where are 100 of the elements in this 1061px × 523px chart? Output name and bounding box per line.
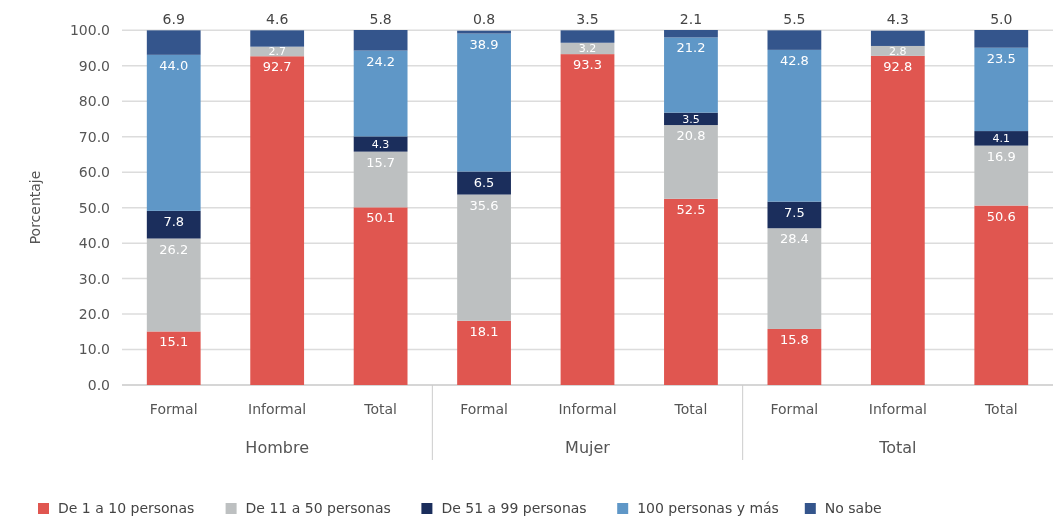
data-label: 93.3 xyxy=(573,57,602,73)
text: Total xyxy=(878,438,917,457)
bar xyxy=(767,228,822,329)
data-label: 4.3 xyxy=(886,11,909,27)
data-label: 4.6 xyxy=(266,11,289,27)
bar xyxy=(457,194,511,321)
legend-label: 100 personas y más xyxy=(637,500,779,516)
data-label: 26.2 xyxy=(159,241,189,257)
data-label: 92.8 xyxy=(883,58,913,74)
bar xyxy=(457,30,511,34)
data-label: 15.8 xyxy=(779,331,809,347)
data-label: 6.9 xyxy=(162,11,185,27)
bar xyxy=(664,37,718,113)
y-tick-label: 30.0 xyxy=(78,270,110,287)
bar xyxy=(353,151,408,208)
data-label: 20.8 xyxy=(676,128,706,144)
legend-label: No sabe xyxy=(824,500,882,516)
bar xyxy=(560,54,615,385)
data-label: 18.1 xyxy=(469,323,499,339)
bar xyxy=(767,201,822,229)
y-tick-label: 50.0 xyxy=(78,199,110,216)
bar xyxy=(353,207,408,385)
data-label: 5.0 xyxy=(990,11,1013,27)
bar xyxy=(974,145,1029,206)
y-tick-label: 90.0 xyxy=(78,57,110,74)
bar xyxy=(457,33,511,172)
data-label: 42.8 xyxy=(779,52,809,68)
bar xyxy=(664,198,718,385)
legend-label: De 51 a 99 personas xyxy=(441,500,587,516)
y-tick-label: 40.0 xyxy=(78,235,110,252)
data-label: 28.4 xyxy=(779,231,809,247)
bar xyxy=(974,30,1029,48)
legend-label: De 11 a 50 personas xyxy=(245,500,391,516)
data-label: 4.3 xyxy=(371,137,390,151)
y-axis-title: Porcentaje xyxy=(27,170,43,245)
data-label: 15.7 xyxy=(366,154,396,170)
data-label: 0.8 xyxy=(472,11,496,27)
data-label: 52.5 xyxy=(676,201,706,217)
x-tick-label: Informal xyxy=(558,401,617,417)
y-tick-label: 70.0 xyxy=(78,128,110,145)
x-tick-label: Informal xyxy=(868,401,927,417)
y-tick-label: 0.0 xyxy=(87,376,110,393)
bar xyxy=(457,320,511,385)
data-label: 50.6 xyxy=(986,208,1016,224)
data-label: 3.5 xyxy=(682,112,700,126)
y-tick-label: 20.0 xyxy=(78,305,110,322)
data-label: 3.2 xyxy=(578,42,597,56)
data-label: 2.1 xyxy=(679,11,703,27)
data-label: 50.1 xyxy=(366,210,396,226)
bar xyxy=(250,30,305,47)
data-label: 7.8 xyxy=(163,213,185,229)
data-label: 44.0 xyxy=(159,57,189,73)
x-tick-label: Formal xyxy=(149,401,198,417)
bar xyxy=(353,136,408,152)
data-label: 4.1 xyxy=(992,132,1011,146)
bar xyxy=(146,210,201,239)
data-label: 2.8 xyxy=(889,44,907,58)
y-tick-label: 80.0 xyxy=(78,93,110,110)
bar xyxy=(353,30,408,51)
data-label: 7.5 xyxy=(784,204,805,220)
bar xyxy=(146,30,201,55)
data-label: 23.5 xyxy=(986,50,1016,66)
text: Hombre xyxy=(245,438,309,457)
data-label: 38.9 xyxy=(469,36,499,52)
data-label: 5.5 xyxy=(783,11,806,27)
y-tick-label: 100.0 xyxy=(69,22,110,39)
data-label: 6.5 xyxy=(473,174,495,190)
bar xyxy=(146,331,201,385)
bar xyxy=(664,125,718,199)
bar xyxy=(146,238,201,332)
x-tick-label: Formal xyxy=(460,401,508,417)
bar xyxy=(353,50,408,137)
data-label: 16.9 xyxy=(986,148,1016,164)
data-label: 24.2 xyxy=(366,53,396,69)
data-label: 5.8 xyxy=(369,11,392,27)
y-tick-label: 60.0 xyxy=(78,164,110,181)
data-label: 3.5 xyxy=(576,11,599,27)
text: Mujer xyxy=(565,438,611,457)
x-tick-label: Informal xyxy=(248,401,307,417)
legend-label: De 1 a 10 personas xyxy=(58,500,195,516)
x-tick-label: Total xyxy=(983,401,1018,417)
bar xyxy=(974,131,1029,146)
bar xyxy=(870,30,925,46)
bar xyxy=(767,49,822,202)
x-tick-label: Total xyxy=(363,401,397,417)
bar xyxy=(664,30,718,38)
bar xyxy=(767,328,822,385)
bar xyxy=(560,30,615,43)
bar xyxy=(250,56,305,385)
bar xyxy=(767,30,822,50)
x-tick-label: Total xyxy=(673,401,708,417)
data-label: 21.2 xyxy=(676,40,706,56)
bar xyxy=(974,205,1029,385)
data-label: 92.7 xyxy=(262,59,292,75)
bar xyxy=(870,55,925,385)
x-tick-label: Formal xyxy=(770,401,819,417)
data-label: 15.1 xyxy=(159,334,189,350)
y-tick-label: 10.0 xyxy=(78,341,110,358)
bar xyxy=(457,171,511,195)
data-label: 2.7 xyxy=(268,45,286,59)
